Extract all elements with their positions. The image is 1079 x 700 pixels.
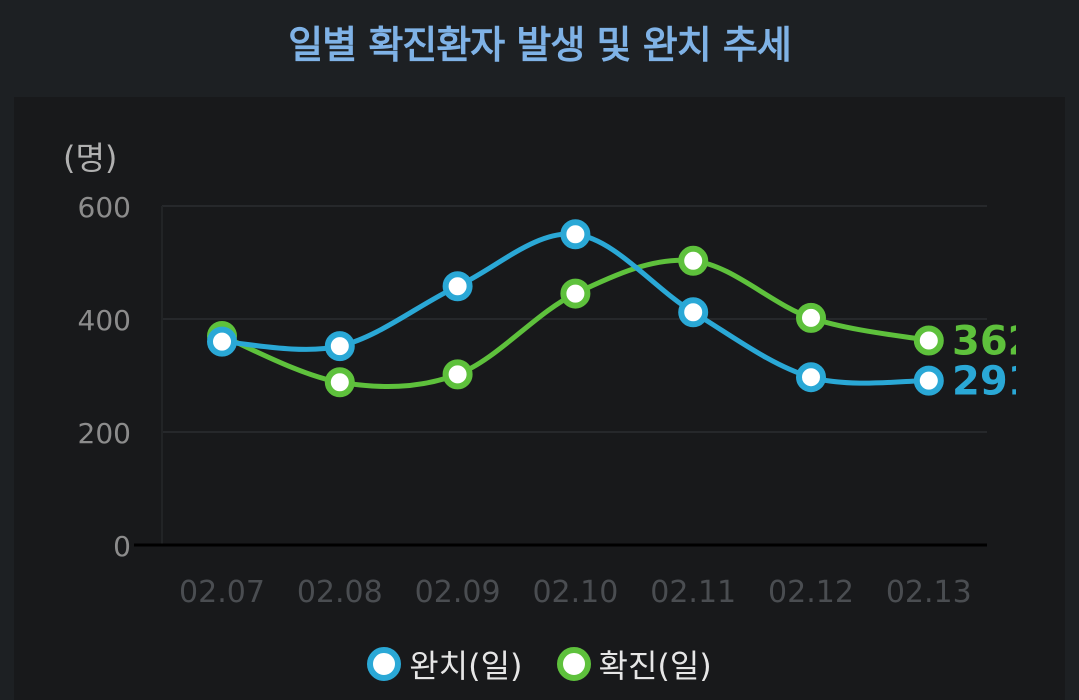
chart-title: 일별 확진환자 발생 및 완치 추세 (288, 23, 792, 67)
x-tick-label: 02.12 (768, 575, 854, 610)
data-point-series1-1[interactable] (324, 367, 355, 398)
y-tick-label: 200 (78, 417, 131, 450)
x-tick-label: 02.10 (532, 575, 618, 610)
y-tick-label: 400 (78, 304, 131, 337)
data-point-series1-2[interactable] (442, 359, 473, 390)
data-point-series1-6[interactable] (913, 325, 944, 356)
end-value-label-1: 362 (952, 318, 1036, 364)
x-tick-label: 02.07 (179, 575, 265, 610)
x-tick-label: 02.11 (650, 575, 736, 610)
data-point-series1-3[interactable] (560, 278, 591, 309)
legend-label-confirmed: 확진(일) (598, 647, 712, 685)
legend-item-recovered[interactable]: 완치(일) (367, 641, 523, 687)
data-point-series1-5[interactable] (796, 302, 826, 333)
data-point-series0-5[interactable] (796, 362, 826, 393)
end-value-label-0: 291 (952, 359, 1036, 405)
data-point-series0-6[interactable] (913, 365, 944, 396)
y-axis-unit-label: (명) (63, 139, 117, 177)
y-tick-label: 0 (113, 530, 131, 563)
x-tick-label: 02.09 (415, 575, 501, 610)
legend-marker-recovered-icon (367, 647, 402, 681)
data-point-series0-0[interactable] (207, 326, 237, 357)
data-point-series1-4[interactable] (678, 245, 709, 276)
data-point-series0-1[interactable] (324, 331, 355, 362)
x-tick-label: 02.08 (297, 575, 383, 610)
data-point-series0-2[interactable] (442, 271, 473, 302)
data-point-series0-3[interactable] (560, 219, 591, 250)
x-tick-label: 02.13 (886, 575, 972, 610)
legend-marker-confirmed-icon (556, 647, 591, 681)
legend: 완치(일) 확진(일) (0, 642, 1079, 686)
chart-panel (14, 97, 1065, 700)
legend-label-recovered: 완치(일) (409, 647, 523, 685)
legend-item-confirmed[interactable]: 확진(일) (556, 641, 712, 687)
data-point-series0-4[interactable] (678, 297, 709, 328)
y-tick-label: 600 (78, 191, 131, 224)
